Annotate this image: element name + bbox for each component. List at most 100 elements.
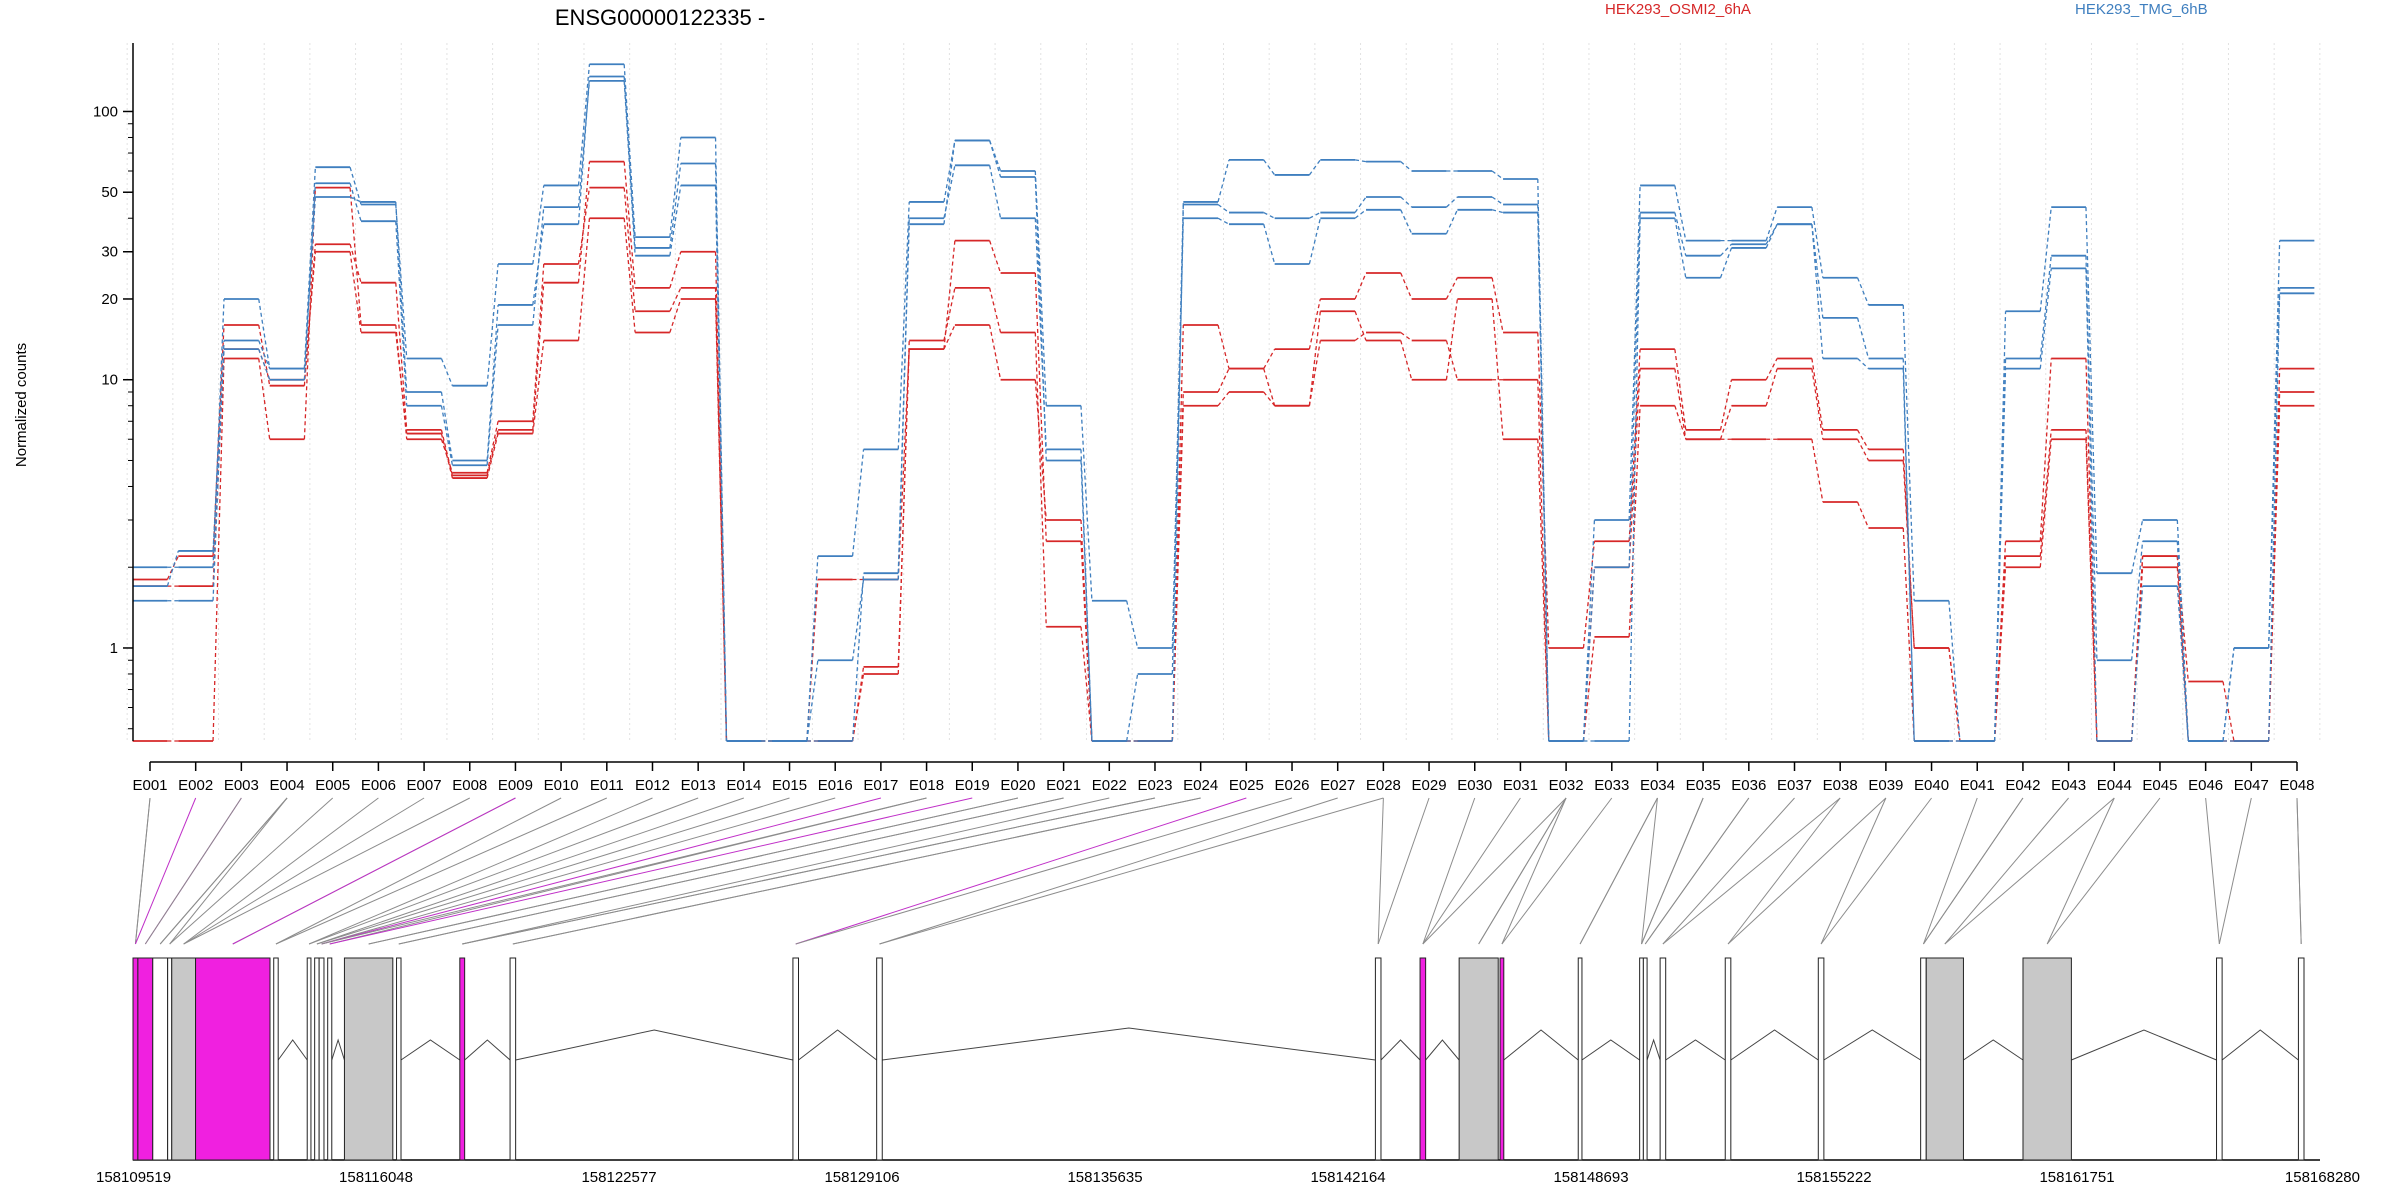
series-connector bbox=[1857, 358, 1869, 370]
series-connector bbox=[806, 579, 819, 742]
exon-connector bbox=[1662, 797, 1841, 945]
genomic-coordinates: 158109519 158116048 158122577 158129106 1581… bbox=[96, 1169, 2360, 1186]
series-connector bbox=[1309, 211, 1321, 219]
exon-connector bbox=[329, 797, 927, 945]
series-connector bbox=[1902, 368, 1915, 742]
series-connector bbox=[1263, 159, 1276, 176]
series-connector bbox=[532, 185, 545, 265]
intron-line bbox=[1380, 1039, 1421, 1061]
x-tick-label: E017 bbox=[863, 777, 898, 794]
series-connector bbox=[349, 187, 362, 326]
intron-line bbox=[1503, 1029, 1579, 1061]
series-connector bbox=[212, 358, 225, 742]
exon-bin bbox=[396, 957, 402, 1161]
series-connector bbox=[1582, 636, 1596, 742]
series-connector bbox=[1217, 368, 1230, 393]
exon-connector bbox=[368, 797, 1019, 945]
series-connector bbox=[2085, 207, 2098, 574]
exon-bin bbox=[2216, 957, 2223, 1161]
x-tick-label: E029 bbox=[1412, 777, 1447, 794]
series-connector bbox=[1582, 567, 1596, 742]
x-tick-label: E010 bbox=[544, 777, 579, 794]
exon-bin bbox=[1639, 957, 1644, 1161]
x-tick-label: E041 bbox=[1960, 777, 1995, 794]
x-tick-label: E035 bbox=[1686, 777, 1721, 794]
exon-connector bbox=[1641, 797, 1704, 945]
exon-connector bbox=[275, 797, 562, 945]
series-connector bbox=[1720, 243, 1732, 257]
exon-connector bbox=[321, 797, 882, 945]
series-connector bbox=[851, 573, 865, 742]
series-connector bbox=[1354, 196, 1367, 213]
coordinate-label: 158168280 bbox=[2285, 1169, 2360, 1186]
coordinate-label: 158109519 bbox=[96, 1169, 171, 1186]
series-connector bbox=[1948, 600, 1961, 742]
exon-connector bbox=[795, 797, 1293, 945]
x-tick-label: E047 bbox=[2234, 777, 2269, 794]
series-connector bbox=[1126, 600, 1139, 649]
series-connector bbox=[486, 429, 499, 476]
series-connector bbox=[714, 287, 728, 742]
series-connector bbox=[1491, 170, 1504, 180]
exon-connector bbox=[275, 797, 608, 945]
exon-bin bbox=[152, 957, 169, 1161]
exon-bin bbox=[1577, 957, 1583, 1161]
series-connector bbox=[1445, 277, 1458, 300]
series-connector bbox=[349, 196, 362, 203]
series-connector bbox=[2039, 255, 2052, 359]
x-tick-label: E018 bbox=[909, 777, 944, 794]
exon-connector bbox=[183, 797, 470, 945]
series-connector bbox=[988, 165, 1002, 219]
coordinate-label: 158142164 bbox=[1310, 1169, 1385, 1186]
series-connector bbox=[166, 555, 179, 580]
series-connector bbox=[1354, 159, 1367, 163]
intron-line bbox=[1425, 1039, 1460, 1061]
exon-connector bbox=[2046, 797, 2161, 945]
series-connector bbox=[486, 324, 499, 466]
series-connector bbox=[988, 240, 1002, 274]
legend-entry-osmi2: HEK293_OSMI2_6hA bbox=[1605, 1, 1751, 18]
series-connector bbox=[2222, 647, 2235, 742]
series-connector bbox=[1856, 429, 1870, 450]
x-tick-label: E007 bbox=[407, 777, 442, 794]
series-connector bbox=[303, 167, 317, 369]
series-connector bbox=[166, 550, 179, 587]
exon-connector bbox=[1727, 797, 1887, 945]
exon-bin bbox=[509, 957, 517, 1161]
series-connector bbox=[623, 80, 636, 256]
series-connector bbox=[1674, 212, 1687, 256]
x-tick-label: E020 bbox=[1000, 777, 1035, 794]
exon-connector bbox=[183, 797, 379, 945]
series-connector bbox=[1400, 161, 1413, 172]
coordinate-label: 158122577 bbox=[581, 1169, 656, 1186]
exon-bin bbox=[2022, 957, 2072, 1161]
series-connector bbox=[1171, 204, 1184, 742]
series-connector bbox=[1811, 368, 1824, 440]
series-connector bbox=[1674, 405, 1687, 440]
series-connector bbox=[1856, 438, 1870, 461]
series-connector bbox=[1491, 298, 1504, 440]
x-tick-label: E009 bbox=[498, 777, 533, 794]
exon-connector bbox=[1820, 797, 1932, 945]
exon-connector bbox=[879, 797, 1338, 945]
exon-bin bbox=[792, 957, 800, 1161]
x-tick-label: E001 bbox=[132, 777, 167, 794]
series-connector bbox=[897, 201, 910, 450]
exon-connector bbox=[1644, 797, 1750, 945]
series-connector bbox=[258, 348, 271, 380]
series-connector bbox=[1308, 218, 1321, 265]
x-tick-label: E024 bbox=[1183, 777, 1218, 794]
x-tick-label: E022 bbox=[1092, 777, 1127, 794]
series-connector bbox=[669, 287, 682, 312]
x-tick-label: E003 bbox=[224, 777, 259, 794]
series-connector bbox=[2268, 293, 2281, 742]
series-connector bbox=[1400, 209, 1413, 235]
series-connector bbox=[1308, 159, 1321, 176]
exon-bin bbox=[1659, 957, 1667, 1161]
exon-connector bbox=[134, 797, 197, 945]
series-connector bbox=[2268, 240, 2281, 648]
x-tick-label: E046 bbox=[2188, 777, 2223, 794]
x-tick-label: E040 bbox=[1914, 777, 1949, 794]
exon-bin bbox=[306, 957, 312, 1161]
